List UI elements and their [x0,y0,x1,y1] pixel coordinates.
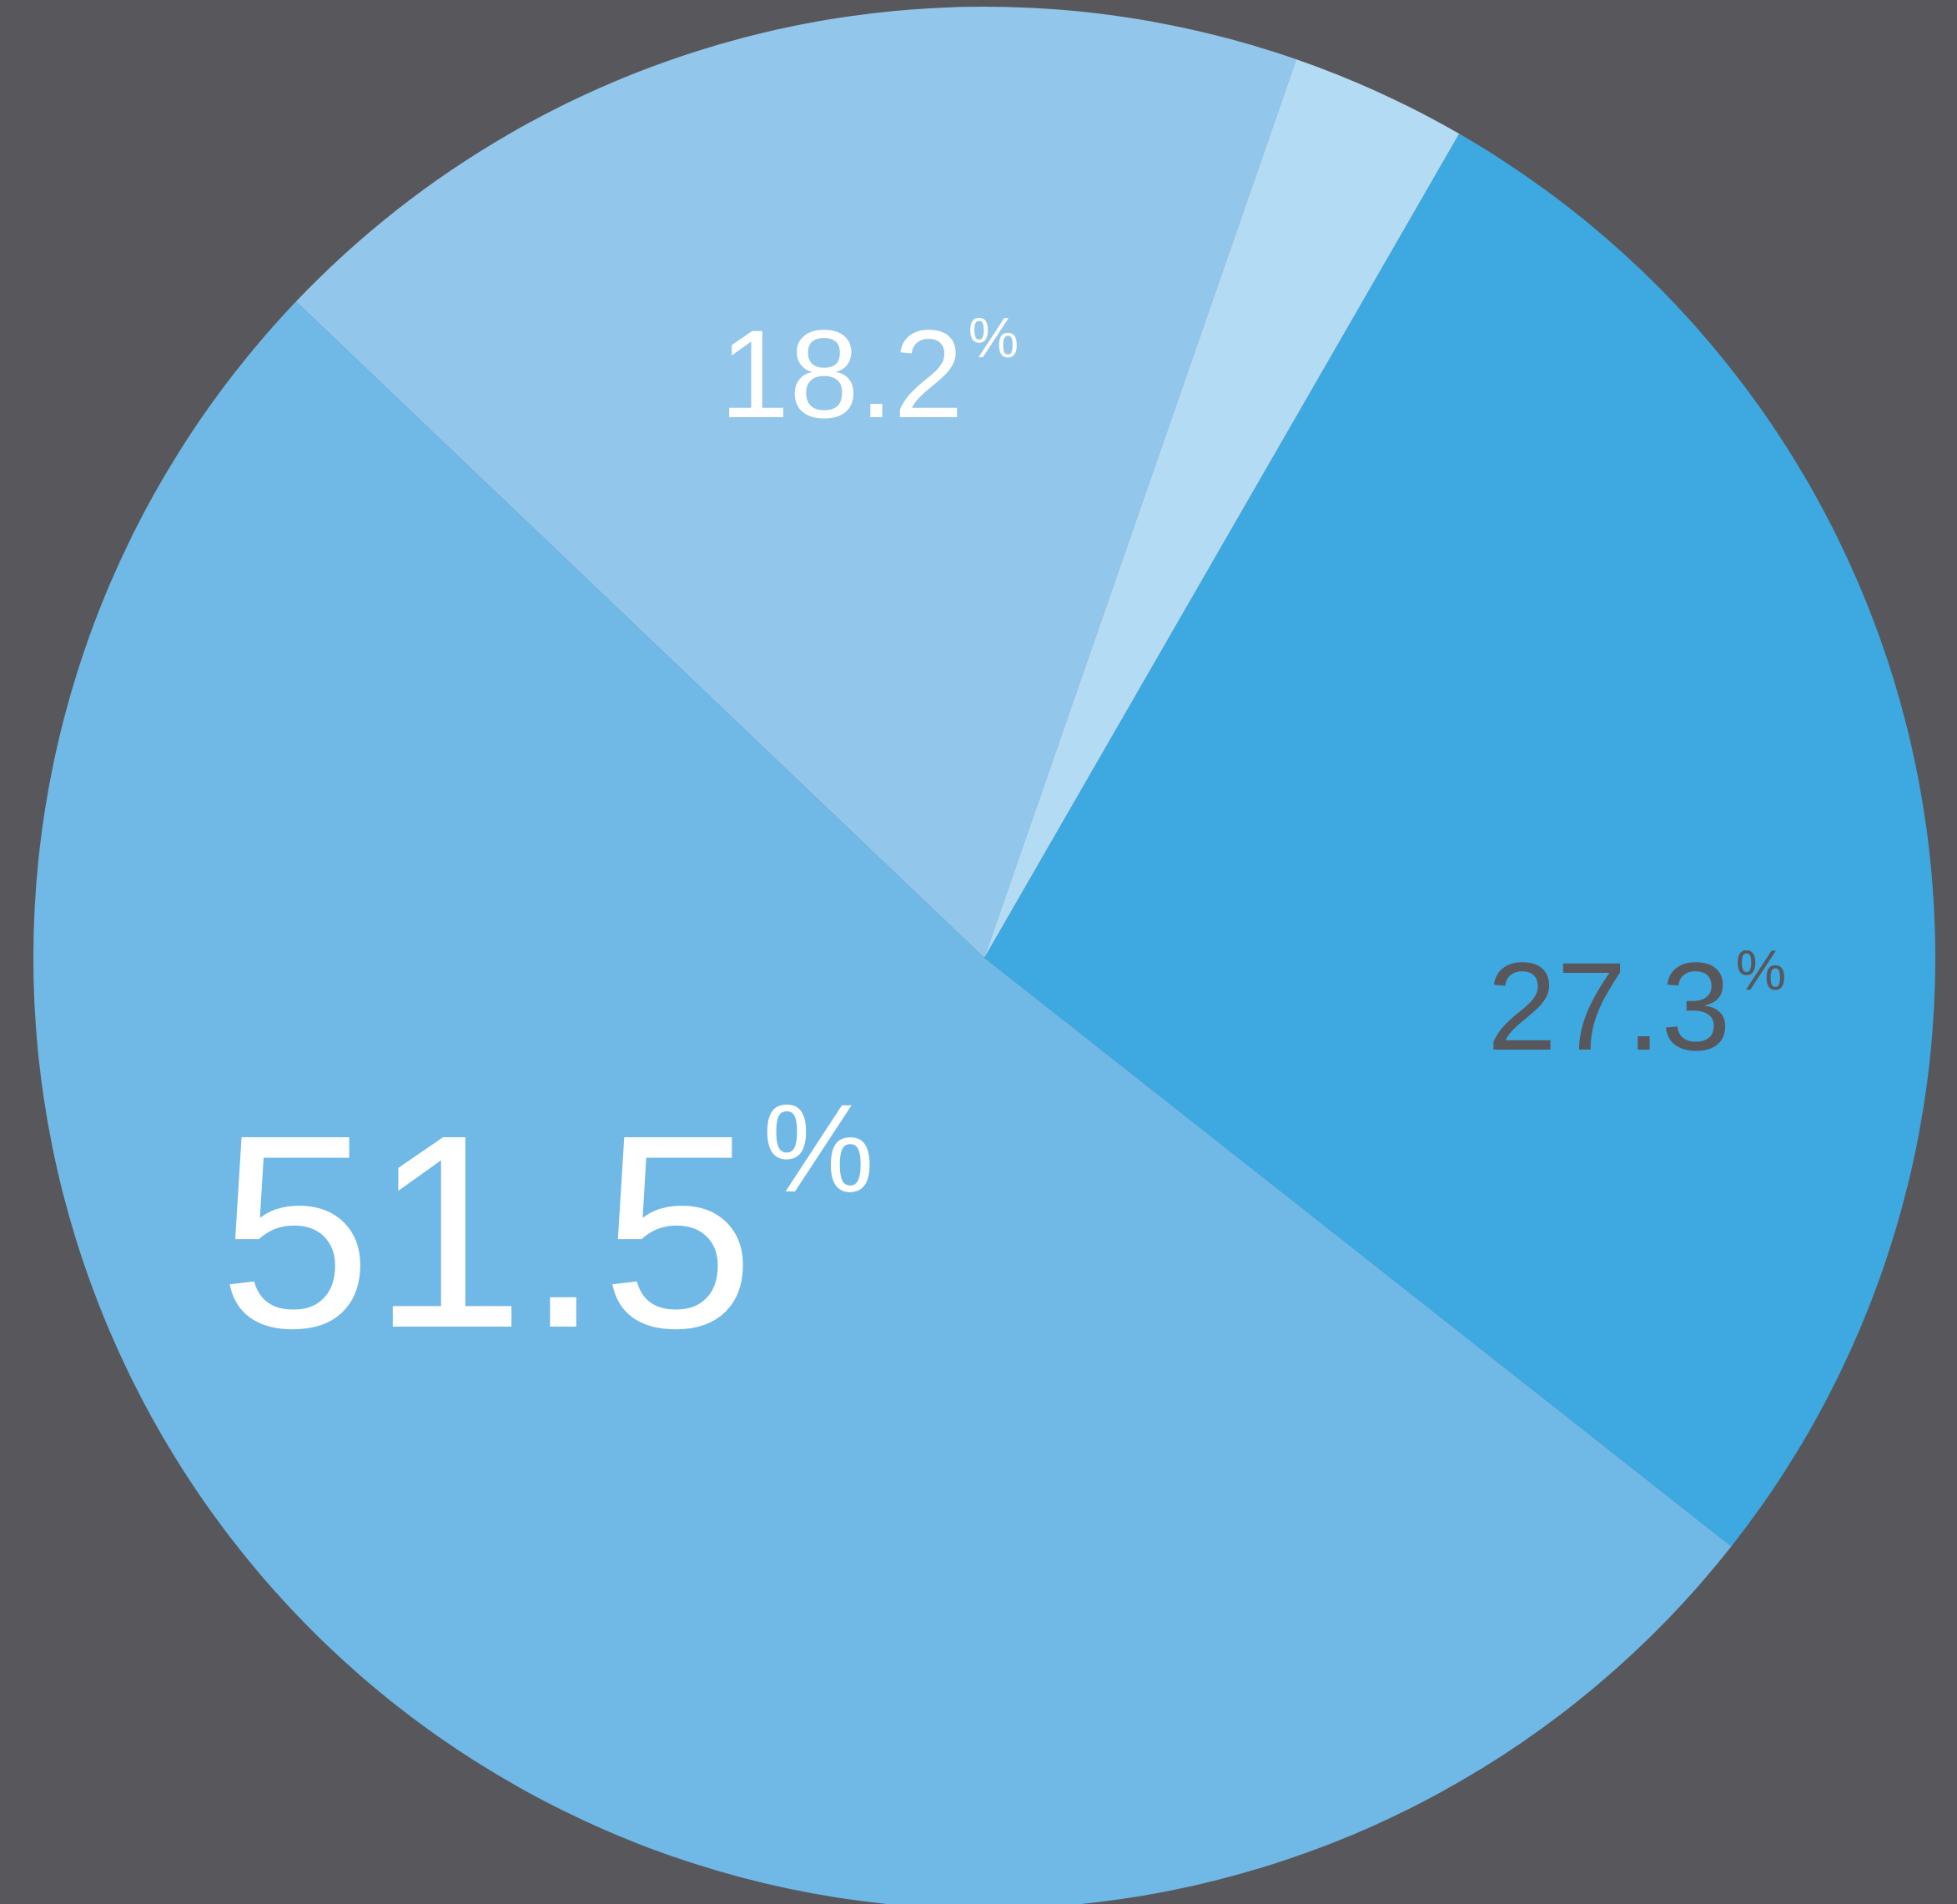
pie-slice-0 [295,6,1297,958]
pie-slice-2 [984,133,1935,1547]
slice-label-0: 18.2% [720,304,1019,444]
slice-unit-3: % [762,1078,873,1218]
slice-label-2: 27.3% [1487,936,1786,1076]
slice-value-2: 27.3 [1487,936,1731,1076]
slice-value-3: 51.5 [219,1077,754,1385]
pie-slice-3 [33,301,1732,1904]
slice-label-3: 51.5% [219,1077,874,1385]
pie-slice-1 [984,59,1460,959]
slice-value-0: 18.2 [720,304,963,444]
slice-unit-0: % [968,306,1019,370]
slice-unit-2: % [1736,939,1786,1002]
pie-slices [33,6,1935,1904]
pie-labels: 18.2%27.3%51.5% [219,304,1786,1385]
